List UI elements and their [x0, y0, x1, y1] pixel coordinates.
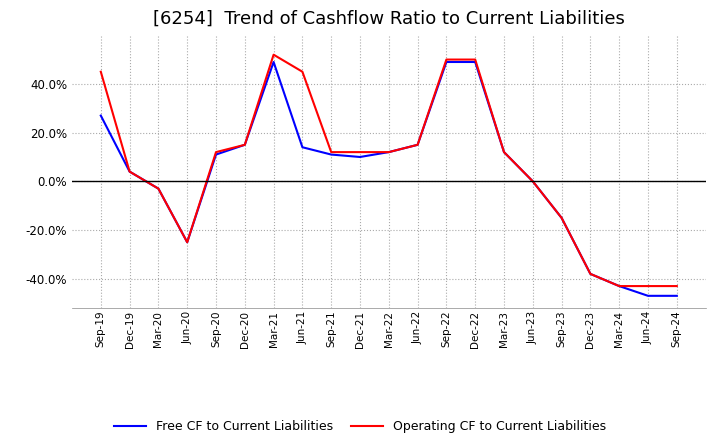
Title: [6254]  Trend of Cashflow Ratio to Current Liabilities: [6254] Trend of Cashflow Ratio to Curren…	[153, 10, 625, 28]
Operating CF to Current Liabilities	[442, 57, 451, 62]
Free CF to Current Liabilities	[500, 150, 508, 155]
Operating CF to Current Liabilities	[298, 69, 307, 74]
Operating CF to Current Liabilities	[615, 283, 624, 289]
Operating CF to Current Liabilities	[471, 57, 480, 62]
Free CF to Current Liabilities	[212, 152, 220, 157]
Free CF to Current Liabilities	[615, 283, 624, 289]
Legend: Free CF to Current Liabilities, Operating CF to Current Liabilities: Free CF to Current Liabilities, Operatin…	[109, 415, 611, 438]
Free CF to Current Liabilities	[471, 59, 480, 65]
Operating CF to Current Liabilities	[240, 142, 249, 147]
Line: Operating CF to Current Liabilities: Operating CF to Current Liabilities	[101, 55, 677, 286]
Operating CF to Current Liabilities	[212, 150, 220, 155]
Operating CF to Current Liabilities	[644, 283, 652, 289]
Free CF to Current Liabilities	[298, 145, 307, 150]
Operating CF to Current Liabilities	[557, 215, 566, 220]
Operating CF to Current Liabilities	[125, 169, 134, 174]
Line: Free CF to Current Liabilities: Free CF to Current Liabilities	[101, 62, 677, 296]
Operating CF to Current Liabilities	[183, 240, 192, 245]
Free CF to Current Liabilities	[125, 169, 134, 174]
Free CF to Current Liabilities	[442, 59, 451, 65]
Operating CF to Current Liabilities	[96, 69, 105, 74]
Free CF to Current Liabilities	[586, 271, 595, 277]
Operating CF to Current Liabilities	[586, 271, 595, 277]
Operating CF to Current Liabilities	[327, 150, 336, 155]
Operating CF to Current Liabilities	[672, 283, 681, 289]
Free CF to Current Liabilities	[384, 150, 393, 155]
Free CF to Current Liabilities	[154, 186, 163, 191]
Free CF to Current Liabilities	[528, 179, 537, 184]
Free CF to Current Liabilities	[327, 152, 336, 157]
Free CF to Current Liabilities	[183, 240, 192, 245]
Free CF to Current Liabilities	[557, 215, 566, 220]
Free CF to Current Liabilities	[96, 113, 105, 118]
Free CF to Current Liabilities	[240, 142, 249, 147]
Free CF to Current Liabilities	[644, 293, 652, 298]
Operating CF to Current Liabilities	[528, 179, 537, 184]
Operating CF to Current Liabilities	[500, 150, 508, 155]
Operating CF to Current Liabilities	[413, 142, 422, 147]
Operating CF to Current Liabilities	[356, 150, 364, 155]
Free CF to Current Liabilities	[672, 293, 681, 298]
Operating CF to Current Liabilities	[154, 186, 163, 191]
Free CF to Current Liabilities	[269, 59, 278, 65]
Operating CF to Current Liabilities	[384, 150, 393, 155]
Operating CF to Current Liabilities	[269, 52, 278, 57]
Free CF to Current Liabilities	[413, 142, 422, 147]
Free CF to Current Liabilities	[356, 154, 364, 160]
